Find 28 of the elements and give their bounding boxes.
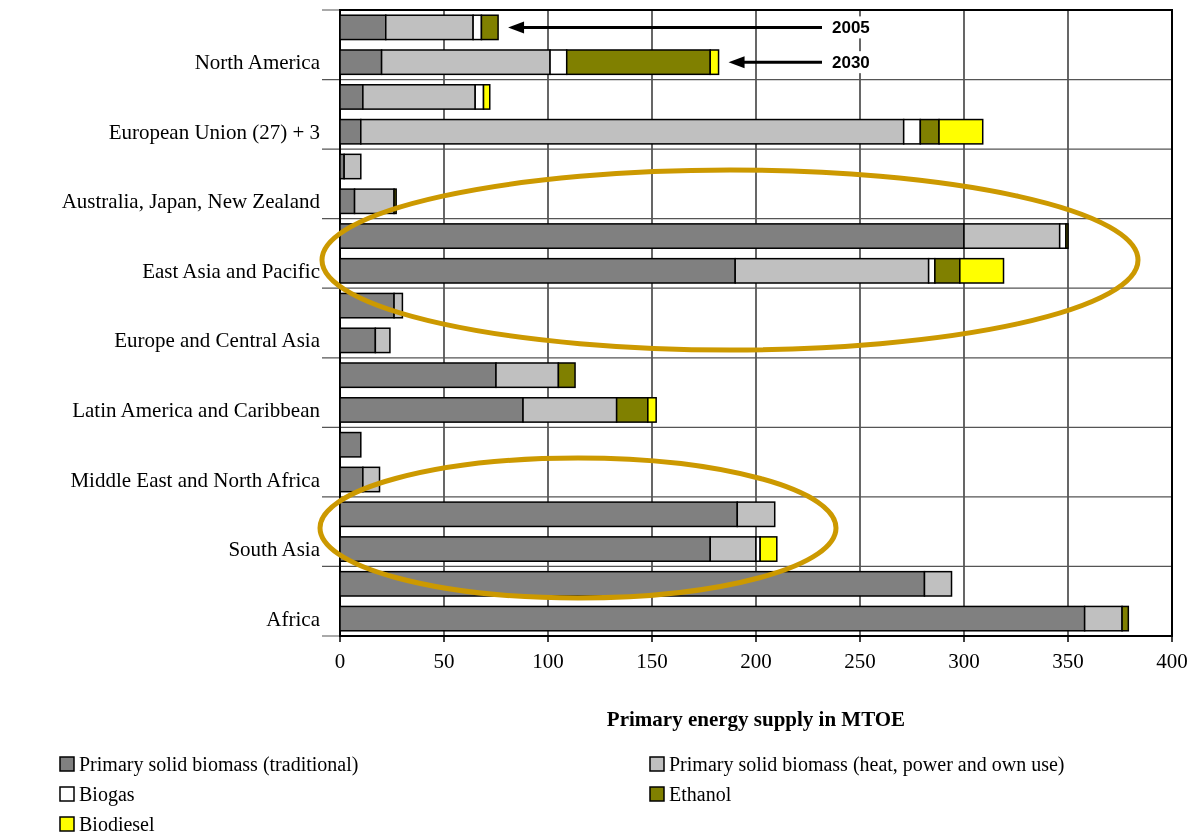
legend-label: Ethanol: [669, 783, 732, 805]
y-tick-label: Australia, Japan, New Zealand: [61, 189, 321, 214]
bar: [759, 536, 778, 562]
y-tick-label: Africa: [266, 606, 321, 631]
y-tick-label: North America: [194, 50, 321, 75]
x-tick-label: 0: [334, 649, 346, 673]
x-tick-label: 250: [844, 649, 876, 673]
y-tick-label: South Asia: [228, 537, 321, 562]
y-tick-label: East Asia and Pacific: [142, 258, 320, 283]
annotation: 2005: [832, 18, 870, 38]
x-tick-label: 400: [1156, 649, 1188, 673]
x-tick-label: 350: [1052, 649, 1084, 673]
x-tick-label: 300: [948, 649, 980, 673]
legend-label: Primary solid biomass (heat, power and own use): [669, 753, 1065, 776]
legend-label: Biodiesel: [79, 813, 155, 835]
y-tick-label: Middle East and North Africa: [70, 467, 321, 492]
bar: [343, 153, 362, 180]
x-tick-label: 150: [636, 649, 668, 673]
legend-label: Primary solid biomass (traditional): [79, 753, 359, 776]
x-tick-label: 100: [532, 649, 564, 673]
y-tick-label: Latin America and Caribbean: [72, 397, 321, 422]
legend-label: Biogas: [79, 783, 135, 806]
y-tick-label: Europe and Central Asia: [114, 328, 321, 353]
x-axis-title: Primary energy supply in MTOE: [606, 707, 906, 731]
y-tick-label: European Union (27) + 3: [108, 119, 320, 144]
annotation: 2030: [832, 53, 870, 73]
x-tick-label: 200: [740, 649, 772, 673]
x-tick-label: 50: [433, 649, 455, 673]
